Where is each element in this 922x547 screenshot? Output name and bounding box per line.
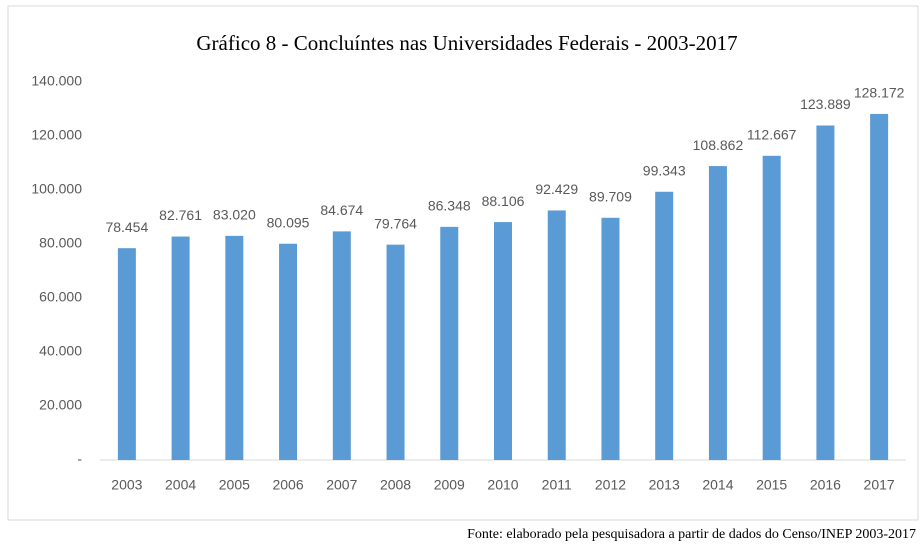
x-tick-label: 2016 [810, 477, 841, 493]
y-tick-label: 40.000 [39, 343, 82, 359]
source-note: Fonte: elaborado pela pesquisadora a par… [467, 527, 916, 542]
data-label: 78.454 [105, 219, 148, 235]
data-label: 88.106 [482, 193, 525, 209]
bar [494, 222, 512, 460]
data-label: 86.348 [428, 198, 471, 214]
bar [762, 155, 781, 460]
data-label: 89.709 [589, 188, 632, 204]
x-tick-label: 2015 [756, 477, 787, 493]
y-tick-label: - [77, 451, 82, 467]
x-tick-label: 2013 [649, 477, 680, 493]
data-label: 112.667 [747, 127, 797, 143]
data-label: 80.095 [267, 214, 310, 230]
x-tick-label: 2014 [702, 477, 733, 493]
y-tick-label: 80.000 [39, 235, 82, 251]
x-tick-label: 2005 [219, 477, 250, 493]
data-label: 99.343 [643, 162, 686, 178]
y-tick-label: 100.000 [31, 181, 82, 197]
data-label: 123.889 [800, 96, 851, 112]
x-tick-label: 2003 [111, 477, 142, 493]
bar [171, 236, 190, 460]
bar [547, 210, 566, 460]
x-tick-label: 2012 [595, 477, 626, 493]
x-tick-label: 2011 [542, 477, 572, 493]
y-tick-label: 60.000 [39, 289, 82, 305]
bar [601, 217, 620, 460]
bar [870, 113, 889, 460]
y-tick-label: 140.000 [31, 73, 82, 89]
data-label: 83.020 [213, 207, 256, 223]
y-tick-label: 20.000 [39, 397, 82, 413]
chart-title: Gráfico 8 - Concluíntes nas Universidade… [196, 31, 737, 55]
bar [816, 125, 835, 461]
bar [655, 191, 674, 460]
bar [440, 226, 459, 460]
x-tick-label: 2006 [272, 477, 303, 493]
bar [332, 231, 351, 460]
bar [708, 166, 727, 460]
x-tick-label: 2007 [326, 477, 357, 493]
bar [117, 248, 136, 460]
bar [386, 244, 405, 460]
bar [279, 243, 298, 460]
bar [225, 235, 244, 460]
data-label: 92.429 [535, 181, 578, 197]
x-tick-label: 2004 [165, 477, 196, 493]
data-label: 82.761 [159, 207, 202, 223]
data-label: 84.674 [320, 202, 363, 218]
x-tick-label: 2008 [380, 477, 411, 493]
data-label: 79.764 [374, 215, 417, 231]
data-label: 108.862 [693, 137, 744, 153]
chart-border [7, 5, 919, 521]
data-label: 128.172 [854, 85, 905, 101]
y-tick-label: 120.000 [31, 127, 82, 143]
x-tick-label: 2010 [487, 477, 518, 493]
x-tick-label: 2017 [864, 477, 895, 493]
x-tick-label: 2009 [434, 477, 465, 493]
